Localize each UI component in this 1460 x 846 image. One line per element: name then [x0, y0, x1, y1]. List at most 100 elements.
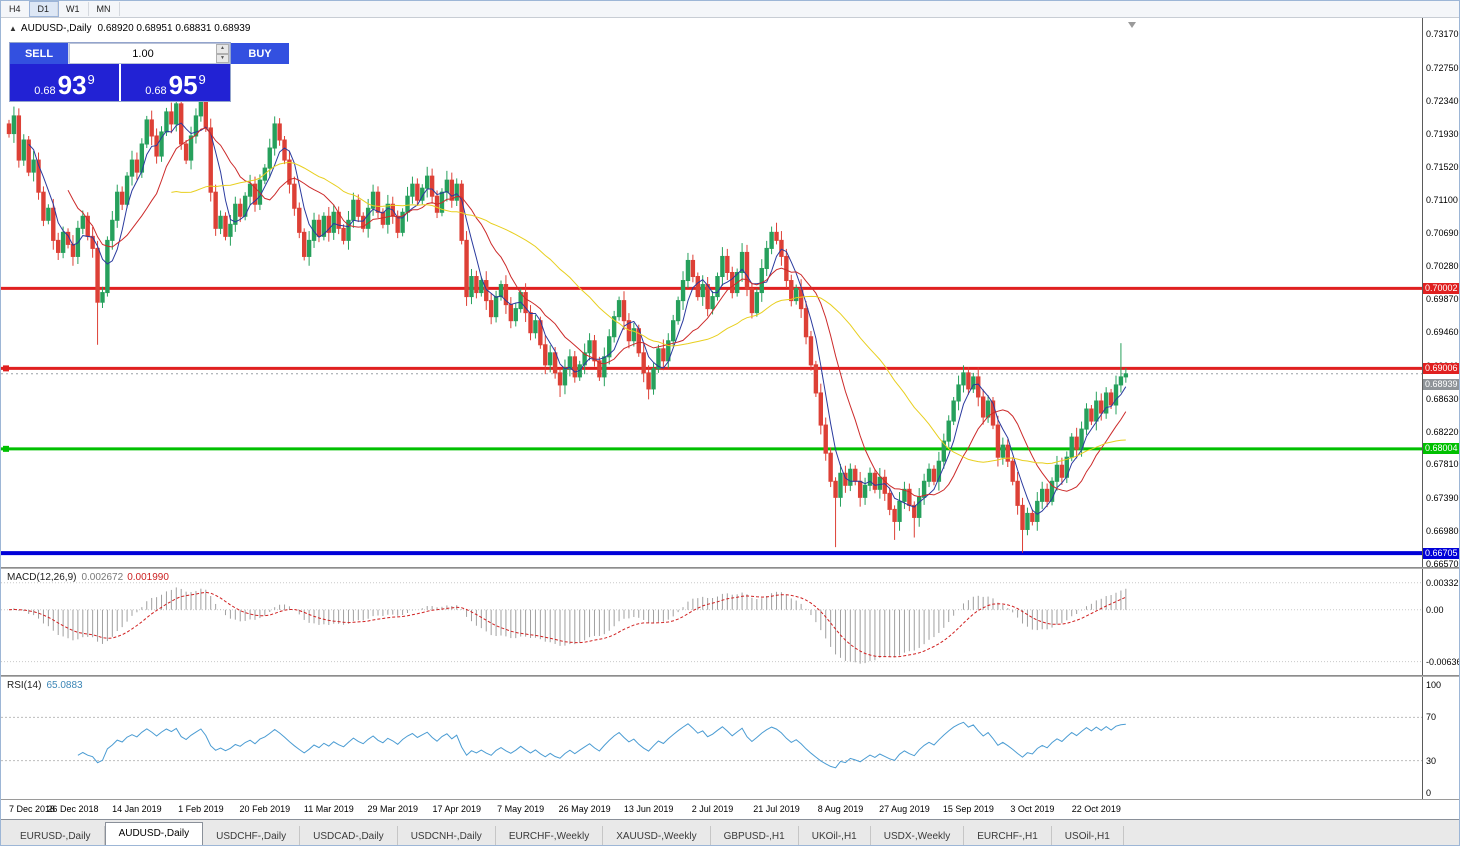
- date-axis-label: 17 Apr 2019: [432, 804, 481, 814]
- date-axis-label: 13 Jun 2019: [623, 804, 674, 814]
- volume-spinner: ▲ ▼: [216, 44, 229, 63]
- timeframe-button-group: H4 D1 W1 MN: [1, 1, 1459, 17]
- rsi-value: 65.0883: [46, 680, 83, 691]
- candlestick-chart[interactable]: [1, 18, 1422, 567]
- macd-levels-layer: [1, 582, 1422, 663]
- date-axis-label: 27 Aug 2019: [879, 804, 930, 814]
- rsi-panel[interactable]: RSI(14) 65.0883: [1, 677, 1422, 799]
- sell-price-display[interactable]: 0.68 93 9: [10, 64, 119, 101]
- date-axis-label: 29 Mar 2019: [367, 804, 419, 814]
- buy-price-pip: 9: [198, 72, 206, 87]
- macd-main-value: 0.002672: [81, 572, 124, 583]
- chart-tab-usdchf-daily[interactable]: USDCHF-,Daily: [203, 826, 301, 845]
- macd-axis-label: 0.00332: [1426, 577, 1459, 588]
- date-axis-label: 2 Jul 2019: [691, 804, 734, 814]
- macd-panel[interactable]: MACD(12,26,9) 0.002672 0.001990: [1, 569, 1422, 675]
- chart-shift-marker: [1128, 22, 1136, 28]
- date-axis-label: 21 Jul 2019: [753, 804, 800, 814]
- date-axis-label: 1 Feb 2019: [178, 804, 224, 814]
- rsi-chart[interactable]: [1, 677, 1422, 799]
- price-axis-tick: 0.66980: [1426, 526, 1459, 537]
- price-axis-tick: 0.72340: [1426, 95, 1459, 106]
- chart-tab-usdx-weekly[interactable]: USDX-,Weekly: [871, 826, 965, 845]
- price-axis-tick: 0.67390: [1426, 493, 1459, 504]
- price-axis-tick: 0.68220: [1426, 426, 1459, 437]
- chart-tab-eurusd-daily[interactable]: EURUSD-,Daily: [7, 826, 105, 845]
- rsi-axis-label: 70: [1426, 712, 1437, 723]
- price-line-label: 0.66705: [1423, 547, 1459, 559]
- price-axis-tick: 0.72750: [1426, 62, 1459, 73]
- chart-tab-eurchf-weekly[interactable]: EURCHF-,Weekly: [496, 826, 604, 845]
- rsi-name: RSI(14): [7, 680, 42, 691]
- timeframe-button-h4[interactable]: H4: [1, 2, 30, 16]
- chart-tab-gbpusd-h1[interactable]: GBPUSD-,H1: [711, 826, 799, 845]
- main-chart-panel[interactable]: ▲ AUDUSD-,Daily 0.68920 0.68951 0.68831 0.…: [1, 18, 1422, 567]
- price-axis-tick: 0.73170: [1426, 29, 1459, 39]
- price-axis-tick: 0.67810: [1426, 459, 1459, 470]
- price-axis-tick: 0.70280: [1426, 261, 1459, 272]
- price-axis-tick: 0.71930: [1426, 128, 1459, 139]
- chart-tab-eurchf-h1[interactable]: EURCHF-,H1: [964, 826, 1052, 845]
- price-axis-tick: 0.68630: [1426, 393, 1459, 404]
- chart-tab-audusd-daily[interactable]: AUDUSD-,Daily: [104, 822, 204, 845]
- one-click-collapse-icon[interactable]: ▲: [9, 24, 17, 33]
- price-axis-tick: 0.69870: [1426, 294, 1459, 304]
- sell-price-prefix: 0.68: [34, 85, 56, 97]
- rsi-axis-label: 0: [1426, 788, 1432, 798]
- bid-price-label: 0.68939: [1423, 379, 1459, 391]
- price-axis[interactable]: 0.73170 0.72750 0.72340 0.71930 0.71520 0.711…: [1422, 18, 1459, 567]
- price-line-label: 0.70002: [1423, 282, 1459, 294]
- price-line-label: 0.68004: [1423, 443, 1459, 455]
- chart-title: ▲ AUDUSD-,Daily 0.68920 0.68951 0.68831 0.…: [9, 23, 250, 34]
- date-axis-label: 7 Dec 2018: [9, 804, 56, 814]
- timeframe-button-d1[interactable]: D1: [28, 1, 60, 17]
- date-axis-label: 15 Sep 2019: [942, 804, 994, 814]
- buy-price-big: 95: [168, 70, 198, 100]
- date-axis-label: 26 Dec 2018: [47, 804, 99, 814]
- date-axis-label: 8 Aug 2019: [817, 804, 864, 814]
- volume-down-button[interactable]: ▼: [216, 53, 229, 63]
- sell-price-big: 93: [57, 70, 87, 100]
- buy-price-display[interactable]: 0.68 95 9: [121, 64, 230, 101]
- panel-separator-macd[interactable]: [1, 567, 1459, 569]
- date-axis-label: 7 May 2019: [497, 804, 545, 814]
- chart-tab-ukoil-h1[interactable]: UKOil-,H1: [799, 826, 871, 845]
- date-axis-label: 3 Oct 2019: [1010, 804, 1055, 814]
- date-axis-label: 11 Mar 2019: [303, 804, 354, 814]
- timeframe-button-mn[interactable]: MN: [89, 2, 120, 16]
- timeframe-toolbar: H4 D1 W1 MN: [1, 1, 1459, 18]
- panel-separator-rsi[interactable]: [1, 675, 1459, 677]
- chart-symbol-period: AUDUSD-,Daily: [20, 23, 92, 34]
- rsi-axis-label: 30: [1426, 755, 1437, 766]
- sell-price-pip: 9: [87, 72, 95, 87]
- price-axis-tick: 0.69460: [1426, 326, 1459, 337]
- rsi-axis[interactable]: 100 70 30 0: [1422, 677, 1459, 799]
- chart-tab-usoil-h1[interactable]: USOil-,H1: [1052, 826, 1124, 845]
- date-axis[interactable]: 7 Dec 2018 26 Dec 2018 14 Jan 2019 1 Feb 20…: [1, 799, 1459, 819]
- chart-tab-usdcad-daily[interactable]: USDCAD-,Daily: [300, 826, 398, 845]
- rsi-axis-label: 100: [1426, 680, 1442, 690]
- rsi-label: RSI(14) 65.0883: [7, 680, 83, 691]
- buy-price-prefix: 0.68: [145, 85, 167, 97]
- volume-input[interactable]: [70, 44, 216, 63]
- horizontal-lines-layer[interactable]: [1, 286, 1422, 556]
- chart-tab-xauusd-weekly[interactable]: XAUUSD-,Weekly: [603, 826, 711, 845]
- price-axis-tick: 0.71520: [1426, 161, 1459, 172]
- macd-axis[interactable]: 0.00332 0.00 -0.00636: [1422, 569, 1460, 675]
- timeframe-button-w1[interactable]: W1: [58, 2, 89, 16]
- volume-up-button[interactable]: ▲: [216, 44, 229, 54]
- price-axis-tick: 0.71100: [1426, 195, 1458, 206]
- buy-button[interactable]: BUY: [231, 43, 289, 64]
- sell-button[interactable]: SELL: [10, 43, 68, 64]
- date-axis-label: 20 Feb 2019: [239, 804, 291, 814]
- macd-chart[interactable]: [1, 569, 1422, 675]
- rsi-levels-layer: [1, 716, 1422, 762]
- macd-axis-label: -0.00636: [1426, 656, 1460, 667]
- date-axis-label: 14 Jan 2019: [112, 804, 162, 814]
- macd-signal-line: [8, 591, 1127, 658]
- date-axis-label: 26 May 2019: [558, 804, 611, 814]
- date-axis-label: 22 Oct 2019: [1071, 804, 1121, 814]
- chart-tab-usdcnh-daily[interactable]: USDCNH-,Daily: [398, 826, 496, 845]
